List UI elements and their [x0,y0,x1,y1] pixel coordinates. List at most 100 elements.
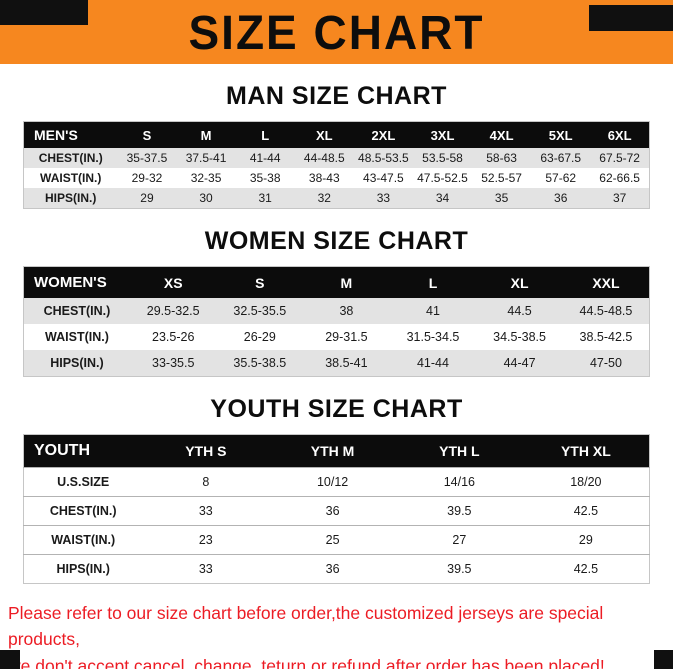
column-header: XL [294,121,354,148]
column-header: YTH L [395,434,523,468]
column-header: XS [129,266,217,298]
table-cell: 31.5-34.5 [406,330,460,344]
man-size-chart-heading: MAN SIZE CHART [226,82,447,110]
table-cell: 67.5-72 [599,151,640,165]
table-row: CHEST(IN.) 33 36 39.5 42.5 [23,496,650,526]
table-cell: 42.5 [573,504,599,518]
column-header: S [117,121,177,148]
row-label: U.S.SIZE [57,475,110,489]
table-cell: 27 [452,533,467,547]
table-cell: 33-35.5 [152,356,195,370]
table-cell: 41-44 [416,356,449,370]
table-cell: 47-50 [589,356,622,370]
table-cell: 32 [317,191,331,205]
table-row: CHEST(IN.) 35-37.5 37.5-41 41-44 44-48.5 48.5… [23,148,650,168]
corner-block-bottom-left [0,650,20,669]
table-cell: 57-62 [545,171,577,185]
table-cell: 8 [202,475,210,489]
table-cell: 33 [198,562,213,576]
table-cell: 34.5-38.5 [493,330,546,344]
column-header: 5XL [531,121,591,148]
table-cell: 35 [494,191,509,205]
table-row: HIPS(IN.) 33 36 39.5 42.5 [23,554,650,584]
column-header: M [176,121,236,148]
table-cell: 23 [198,533,213,547]
table-cell: 29 [578,533,593,547]
column-header: M [303,266,390,298]
table-cell: 62-66.5 [599,171,640,185]
table-cell: 23.5-26 [152,330,195,344]
table-cell: 37 [612,191,627,205]
table-row: CHEST(IN.) 29.5-32.5 32.5-35.5 38 41 44.5 44.5… [23,298,650,324]
column-header: 3XL [412,121,473,148]
header-row: YOUTH YTH S YTH M YTH L YTH XL [23,434,650,468]
table-cell: 32.5-35.5 [233,304,287,318]
women-size-table: WOMEN'S XS S M L XL XXL CHEST(IN.) 29.5-32.5 32.5… [23,266,650,377]
column-header: YTH M [269,434,396,468]
table-cell: 38.5-41 [325,356,368,370]
table-cell: 36 [325,504,340,518]
column-header: YTH XL [522,434,650,468]
table-cell: 48.5-53.5 [358,151,409,165]
table-cell: 34 [435,191,450,205]
table-cell: 44-47 [503,356,536,370]
section-women-size-chart: WOMEN SIZE CHART WOMEN'S XS S M L XL XXL CHEST(… [0,227,673,377]
table-cell: 41-44 [249,151,281,165]
row-label: HIPS(IN.) [56,562,110,576]
table-row: WAIST(IN.) 23 25 27 29 [23,525,650,555]
table-cell: 29.5-32.5 [146,304,200,318]
column-header: L [235,121,295,148]
table-cell: 35.5-38.5 [233,356,287,370]
header-row: MEN'S S M L XL 2XL 3XL 4XL 5XL 6XL [23,121,650,148]
table-cell: 14/16 [443,475,475,489]
column-header: MEN'S [23,121,118,148]
row-label: HIPS(IN.) [45,191,97,205]
table-cell: 32-35 [190,171,222,185]
corner-block-top-right [589,5,673,31]
table-cell: 10/12 [316,475,349,489]
column-header: 6XL [590,121,650,148]
column-header: S [216,266,304,298]
table-cell: 44.5 [507,304,532,318]
column-header: XL [476,266,563,298]
table-cell: 38.5-42.5 [579,330,633,344]
size-table: WOMEN'S XS S M L XL XXL CHEST(IN.) 29.5-32.5 32.5… [23,266,650,377]
table-row: WAIST(IN.) 23.5-26 26-29 29-31.5 31.5-34.5 34… [23,324,650,350]
column-header: 4XL [472,121,532,148]
youth-size-chart-heading: YOUTH SIZE CHART [210,395,463,423]
column-header: YOUTH [23,434,143,468]
table-cell: 39.5 [447,504,472,518]
row-label: CHEST(IN.) [38,151,103,165]
table-cell: 47.5-52.5 [417,171,468,185]
header-row: WOMEN'S XS S M L XL XXL [23,266,650,298]
banner: SIZE CHART [0,0,673,64]
table-cell: 53.5-58 [422,151,463,165]
size-table: YOUTH YTH S YTH M YTH L YTH XL U.S.SIZE 8 10/12… [23,434,650,584]
column-header: WOMEN'S [23,266,130,298]
table-cell: 29 [140,191,154,205]
row-label: CHEST(IN.) [43,304,111,318]
table-cell: 31 [258,191,272,205]
table-cell: 36 [554,191,568,205]
column-header: 2XL [353,121,413,148]
table-cell: 44.5-48.5 [579,304,633,318]
row-label: CHEST(IN.) [49,504,117,518]
man-size-table: MEN'S S M L XL 2XL 3XL 4XL 5XL 6XL CHEST(IN.) 35-37… [23,121,650,209]
table-cell: 58-63 [486,151,517,165]
table-row: HIPS(IN.) 33-35.5 35.5-38.5 38.5-41 41-44 44-… [23,350,650,377]
table-cell: 26-29 [243,330,276,344]
row-label: WAIST(IN.) [51,533,116,547]
page-title: SIZE CHART [188,4,485,60]
table-cell: 44-48.5 [303,151,345,165]
table-row: WAIST(IN.) 29-32 32-35 35-38 38-43 43-47.5 47.… [23,168,650,188]
table-cell: 25 [325,533,340,547]
table-cell: 42.5 [573,562,599,576]
disclaimer-line-2: we don't accept cancel, change, teturn o… [8,655,605,669]
column-header: YTH S [142,434,270,468]
table-cell: 35-38 [249,171,281,185]
women-size-chart-heading: WOMEN SIZE CHART [204,227,469,255]
table-cell: 39.5 [447,562,472,576]
table-cell: 33 [376,191,391,205]
table-cell: 35-37.5 [126,151,168,165]
